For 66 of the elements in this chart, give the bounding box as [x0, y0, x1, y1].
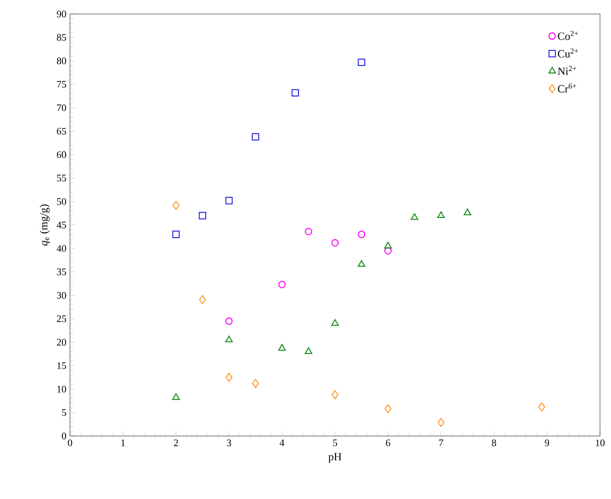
x-tick-label: 10	[596, 440, 605, 446]
y-axis-title: q$_{e}$ (mg/g)	[40, 204, 50, 246]
point	[358, 58, 366, 66]
y-tick-label: 25	[56, 315, 66, 322]
y-tick-label: 35	[57, 268, 66, 276]
point	[198, 212, 206, 220]
y-tick-label: 70	[57, 104, 66, 112]
point	[172, 230, 180, 238]
y-tick-label: 65	[56, 128, 66, 135]
legend-label: Co$^{2+}$	[558, 30, 578, 40]
x-axis-title: pH	[328, 453, 342, 463]
point	[358, 230, 366, 238]
y-tick-label: 15	[57, 362, 66, 369]
point	[278, 344, 286, 351]
x-tick-label: 7	[439, 440, 444, 446]
point	[304, 347, 312, 354]
y-tick-label: 45	[56, 222, 66, 228]
x-tick-label: 9	[544, 440, 550, 446]
point	[358, 260, 366, 267]
y-tick-label: 80	[56, 58, 66, 64]
x-tick-label: 4	[280, 440, 284, 446]
point	[538, 402, 546, 412]
y-tick-label: 55	[57, 174, 66, 182]
y-tick-label: 90	[56, 10, 66, 18]
x-tick-label: 2	[174, 440, 178, 446]
y-tick-label: 5	[62, 409, 66, 416]
point	[226, 372, 232, 382]
point	[304, 228, 312, 236]
point	[438, 418, 445, 427]
y-tick-label: 85	[56, 34, 66, 41]
y-tick-label: 40	[56, 245, 66, 252]
y-tick-label: 20	[56, 338, 66, 346]
point	[410, 213, 418, 220]
legend-label: Cu$^{2+}$	[558, 48, 578, 58]
x-tick-label: 1	[121, 440, 125, 446]
x-tick-label: 8	[492, 440, 496, 446]
point	[278, 280, 286, 288]
point	[225, 317, 233, 325]
point	[172, 393, 180, 400]
point	[384, 242, 392, 248]
point	[331, 239, 339, 247]
point	[199, 295, 206, 304]
point	[464, 208, 472, 216]
point	[225, 196, 233, 204]
point	[332, 390, 339, 400]
point	[384, 247, 392, 254]
point	[225, 336, 233, 342]
x-tick-label: 5	[333, 440, 338, 446]
point	[252, 133, 260, 141]
y-tick-label: 30	[57, 292, 66, 299]
point	[331, 319, 339, 326]
x-tick-label: 0	[68, 440, 72, 446]
y-tick-label: 0	[62, 432, 66, 440]
y-tick-label: 10	[57, 386, 66, 392]
y-tick-label: 60	[56, 151, 66, 158]
point	[384, 404, 392, 414]
y-tick-label: 50	[57, 198, 66, 205]
x-tick-label: 3	[226, 440, 232, 446]
legend-label: Cr$^{6+}$	[558, 83, 576, 93]
point	[292, 89, 299, 96]
point	[437, 211, 445, 218]
point	[252, 378, 259, 388]
x-tick-label: 6	[386, 440, 390, 446]
legend-label: Ni$^{2+}$	[558, 66, 576, 75]
y-tick-label: 75	[57, 81, 66, 88]
point	[172, 200, 180, 210]
